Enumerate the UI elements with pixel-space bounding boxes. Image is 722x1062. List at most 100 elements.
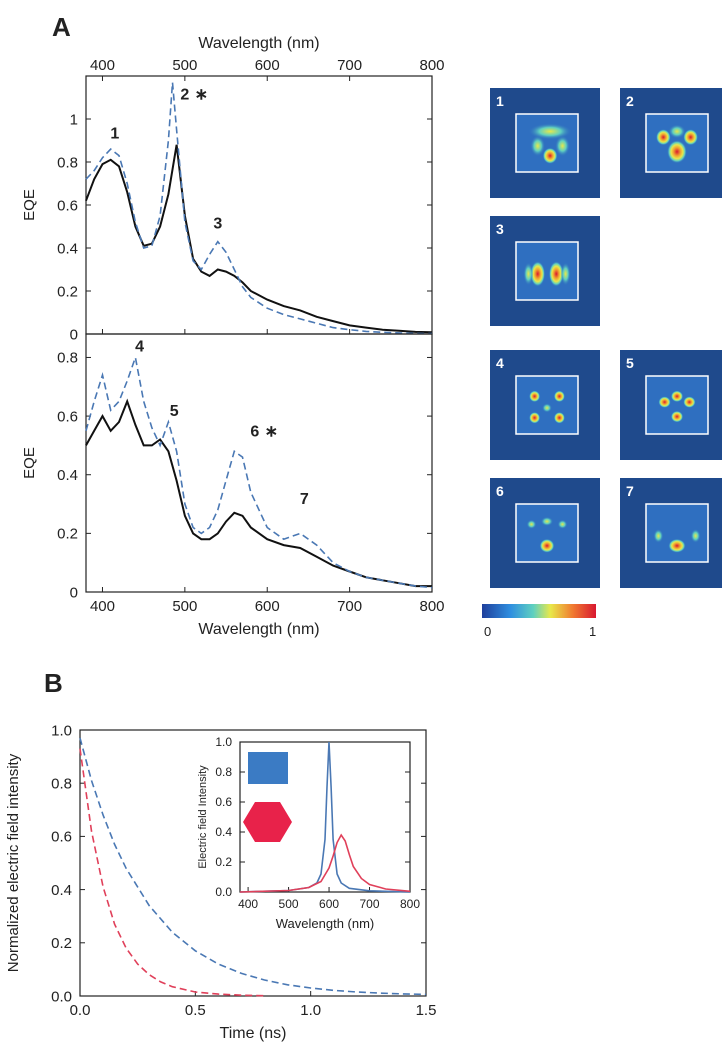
x-axis-title: Wavelength (nm) (198, 621, 319, 638)
field-hotspot (668, 538, 686, 553)
y-axis-title: EQE (21, 447, 38, 479)
field-hotspot (539, 538, 555, 553)
colorbar-max-label: 1 (589, 624, 596, 639)
field-map-5: 5 (620, 350, 722, 460)
particle-region (516, 504, 578, 562)
inset-spectrum-chart: 400 500 600 700 800 0.0 0.2 0.4 0.6 0.8 1.0 Wavelen… (197, 735, 420, 931)
y-tick-label: 0.0 (215, 885, 232, 899)
plot-frame (85, 333, 433, 593)
x-tick-label: 400 (90, 598, 115, 615)
map-label: 2 (626, 93, 634, 109)
peak-label: 4 (135, 339, 144, 356)
field-hotspot (653, 528, 664, 543)
panel-label-a: A (52, 12, 71, 42)
particle-outline (515, 375, 579, 435)
y-tick-label: 0.6 (51, 829, 72, 846)
x-tick-label: 600 (319, 897, 339, 911)
field-hotspot (553, 411, 565, 424)
field-map-3: 3 (490, 216, 600, 326)
x-tick-label-top: 700 (337, 57, 362, 74)
y-tick-label: 0.2 (57, 526, 78, 543)
field-hotspot (555, 135, 570, 157)
field-map-6: 6 (490, 478, 600, 588)
particle-outline (515, 113, 579, 173)
field-hotspot (523, 262, 534, 286)
x-tick-label-top: 400 (90, 57, 115, 74)
x-tick-label: 800 (419, 598, 444, 615)
series-line-2 (85, 82, 433, 335)
y-axis-title: Electric field Intensity (197, 765, 209, 869)
map-label: 3 (496, 221, 504, 237)
y-tick-label: 0.4 (57, 240, 78, 257)
peak-label: 7 (300, 491, 309, 508)
field-hotspot (690, 528, 701, 543)
x-tick-label: 400 (238, 897, 258, 911)
particle-outline (515, 503, 579, 563)
y-tick-label: 0.8 (57, 154, 78, 171)
series-line-1 (79, 737, 427, 996)
field-hotspot (529, 390, 541, 403)
y-tick-label: 1.0 (51, 722, 72, 739)
map-label: 4 (496, 355, 504, 371)
y-tick-label: 0.8 (215, 765, 232, 779)
particle-outline (515, 241, 579, 301)
field-hotspot (658, 396, 671, 408)
y-tick-label: 1.0 (215, 735, 232, 749)
field-hotspot (526, 519, 537, 529)
y-tick-label: 0.8 (51, 775, 72, 792)
y-tick-label: 0.6 (215, 795, 232, 809)
field-hotspot (668, 124, 686, 139)
peak-label: ∗ (195, 87, 208, 104)
y-tick-label: 0 (70, 326, 78, 343)
x-tick-label-top: 500 (172, 57, 197, 74)
field-hotspot (553, 390, 565, 403)
field-map-4: 4 (490, 350, 600, 460)
y-tick-label: 1 (70, 111, 78, 128)
field-hotspot (540, 516, 554, 527)
x-tick-label: 500 (279, 897, 299, 911)
hexagon-shape-icon (243, 802, 292, 842)
particle-outline (645, 113, 709, 173)
field-hotspot (530, 261, 546, 287)
field-hotspot (529, 411, 541, 424)
field-hotspot (542, 147, 558, 164)
colorbar-min-label: 0 (484, 624, 491, 639)
peak-label: 1 (110, 125, 119, 142)
particle-outline (645, 503, 709, 563)
field-hotspot (655, 129, 671, 146)
particle-outline (645, 375, 709, 435)
x-tick-label: 1.5 (416, 1002, 437, 1019)
x-tick-label: 600 (255, 598, 280, 615)
field-hotspot (670, 390, 684, 403)
y-tick-label: 0.2 (215, 855, 232, 869)
y-tick-label: 0.4 (57, 467, 78, 484)
series-line-2 (79, 748, 265, 997)
y-axis-title: Normalized electric field intensity (5, 753, 22, 972)
x-axis-title: Time (ns) (220, 1025, 287, 1042)
field-hotspot (542, 403, 552, 413)
field-hotspot (528, 123, 572, 140)
series-line-2 (85, 354, 433, 589)
series-line-2 (239, 833, 411, 893)
particle-region (646, 376, 708, 434)
x-tick-label: 0.0 (70, 1002, 91, 1019)
field-hotspot (670, 410, 684, 423)
field-hotspot (530, 135, 546, 157)
y-tick-label: 0.0 (51, 988, 72, 1005)
field-map-7: 7 (620, 478, 722, 588)
square-shape-icon (248, 752, 288, 784)
y-tick-label: 0.2 (51, 935, 72, 952)
field-maps: 1 2 3 4 5 6 7 (490, 88, 722, 588)
colorbar (482, 604, 596, 618)
peak-label: 3 (213, 216, 222, 233)
y-tick-label: 0.8 (57, 350, 78, 367)
field-map-2: 2 (620, 88, 722, 198)
eqe-chart-bottom: 400 500 600 700 800 0 0.2 0.4 0.6 0.8 4 5 6 ∗ 7 Wavelen… (21, 333, 445, 638)
map-label: 1 (496, 93, 504, 109)
panel-label-b: B (44, 668, 63, 698)
x-tick-label: 700 (337, 598, 362, 615)
y-tick-label: 0.6 (57, 408, 78, 425)
x-tick-label: 500 (172, 598, 197, 615)
peak-label: 6 (250, 424, 259, 441)
